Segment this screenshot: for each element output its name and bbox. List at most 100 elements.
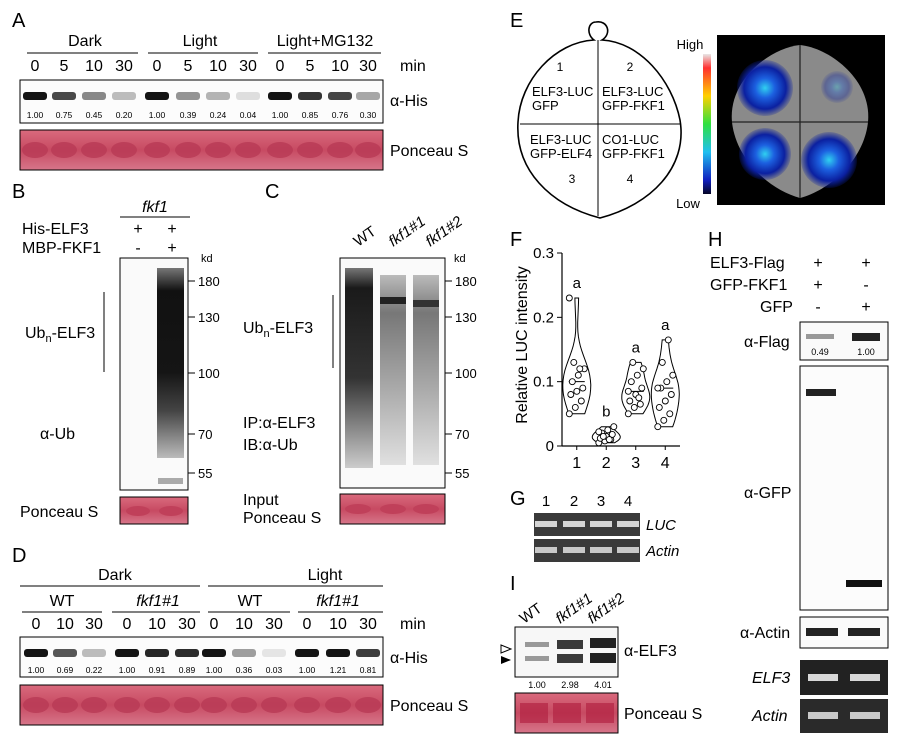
marker-label: 130 bbox=[198, 310, 220, 325]
sign: + bbox=[167, 221, 176, 238]
marker-label: 130 bbox=[455, 310, 477, 325]
genotype-label: fkf1 bbox=[142, 199, 168, 216]
data-point bbox=[565, 294, 573, 302]
x-tick-label: 2 bbox=[602, 455, 611, 472]
data-point bbox=[595, 428, 603, 436]
sign: - bbox=[863, 277, 868, 294]
data-point bbox=[639, 365, 647, 373]
significance-letter: a bbox=[573, 275, 582, 292]
ponceau-band bbox=[413, 504, 439, 514]
actin-gel bbox=[534, 539, 640, 562]
panel-letter: I bbox=[510, 573, 516, 595]
data-point bbox=[658, 358, 666, 366]
band bbox=[175, 649, 199, 657]
filled-arrowhead-marker bbox=[501, 656, 511, 664]
time-label: 30 bbox=[85, 616, 103, 633]
construct-label: ELF3-LUC bbox=[532, 84, 593, 99]
quant-value: 1.00 bbox=[528, 680, 546, 690]
data-point bbox=[576, 365, 584, 373]
panel-letter: B bbox=[12, 181, 25, 203]
actin-gel-band bbox=[590, 547, 612, 553]
quant-value: 0.81 bbox=[360, 665, 377, 675]
time-label: 30 bbox=[359, 58, 377, 75]
quant-value: 0.20 bbox=[116, 110, 133, 120]
ponceau-band bbox=[380, 504, 406, 514]
gene-label: ELF3 bbox=[752, 670, 790, 687]
quant-value: 0.45 bbox=[86, 110, 103, 120]
ub-smear-wt bbox=[345, 268, 373, 468]
ponceau-band bbox=[114, 697, 140, 713]
row-label: His-ELF3 bbox=[22, 221, 89, 238]
marker-label: 100 bbox=[198, 366, 220, 381]
kd-label: kd bbox=[201, 253, 213, 265]
quant-value: 1.00 bbox=[119, 665, 136, 675]
ub-smear-mutant bbox=[380, 275, 406, 465]
lane-label: WT bbox=[351, 223, 380, 250]
quant-value: 0.36 bbox=[236, 665, 253, 675]
band bbox=[525, 656, 549, 661]
construct-label: GFP-FKF1 bbox=[602, 146, 665, 161]
data-point bbox=[570, 358, 578, 366]
data-point bbox=[610, 423, 618, 431]
antibody-label: α-Actin bbox=[740, 625, 790, 642]
time-label: 0 bbox=[32, 616, 41, 633]
antibody-label: α-Flag bbox=[744, 334, 790, 351]
time-label: 30 bbox=[265, 616, 283, 633]
lane-label: 1 bbox=[542, 493, 550, 510]
ponceau-band bbox=[201, 697, 227, 713]
ponceau-band bbox=[52, 697, 78, 713]
gene-label: LUC bbox=[646, 517, 676, 534]
kd-label: kd bbox=[454, 253, 466, 265]
lane-label: WT bbox=[517, 600, 546, 627]
band bbox=[806, 334, 834, 339]
ponceau-band bbox=[144, 142, 170, 158]
blot-bands bbox=[23, 92, 380, 100]
antibody-label: α-His bbox=[390, 650, 428, 667]
molecular-weight-markers: 180 130 100 70 55 bbox=[445, 274, 477, 481]
quant-value: 0.04 bbox=[240, 110, 257, 120]
quant-value: 1.00 bbox=[272, 110, 289, 120]
input-label: Input bbox=[243, 492, 279, 509]
band bbox=[52, 92, 76, 100]
ponceau-band bbox=[520, 703, 548, 723]
gfp-fkf1-band bbox=[806, 389, 836, 396]
data-point bbox=[660, 416, 668, 424]
lane-label: 2 bbox=[570, 493, 578, 510]
band bbox=[852, 333, 880, 341]
time-label: 5 bbox=[184, 58, 193, 75]
gfp-blot bbox=[799, 365, 889, 611]
data-point bbox=[599, 432, 607, 440]
quant-value: 1.21 bbox=[330, 665, 347, 675]
marker-label: 100 bbox=[455, 366, 477, 381]
band bbox=[848, 628, 880, 636]
gfp-band bbox=[846, 580, 882, 587]
condition-label: Dark bbox=[98, 567, 133, 584]
ponceau-band bbox=[174, 697, 200, 713]
row-label: GFP-FKF1 bbox=[710, 277, 787, 294]
time-label: 10 bbox=[85, 58, 103, 75]
quant-value: 1.00 bbox=[27, 110, 44, 120]
construct-label: ELF3-LUC bbox=[602, 84, 663, 99]
data-point bbox=[624, 410, 632, 418]
data-point bbox=[604, 426, 612, 434]
marker-label: 70 bbox=[455, 427, 469, 442]
data-point bbox=[629, 358, 637, 366]
quant-value: 0.39 bbox=[180, 110, 197, 120]
panel-d: D Dark Light WT fkf1#1 WT fkf1#1 0 10 30 0 1… bbox=[12, 545, 468, 726]
ponceau-band bbox=[81, 142, 107, 158]
marker-label: 55 bbox=[198, 466, 212, 481]
time-label: 30 bbox=[178, 616, 196, 633]
data-point bbox=[666, 410, 674, 418]
data-point bbox=[571, 403, 579, 411]
genotype-label: WT bbox=[50, 593, 75, 610]
panel-a: A Dark Light Light+MG132 0 5 10 30 0 5 10 30 0 5 1… bbox=[12, 10, 468, 171]
time-label: 30 bbox=[359, 616, 377, 633]
data-point bbox=[624, 387, 632, 395]
panel-e: E 1 2 3 4 ELF3-LUC GFP ELF3-LUC GFP-FKF1… bbox=[510, 10, 885, 219]
data-point bbox=[636, 400, 644, 408]
group-label: Dark bbox=[68, 33, 103, 50]
ponceau-band bbox=[159, 506, 183, 516]
band bbox=[590, 653, 616, 663]
quant-value: 0.22 bbox=[86, 665, 103, 675]
data-point bbox=[663, 378, 671, 386]
